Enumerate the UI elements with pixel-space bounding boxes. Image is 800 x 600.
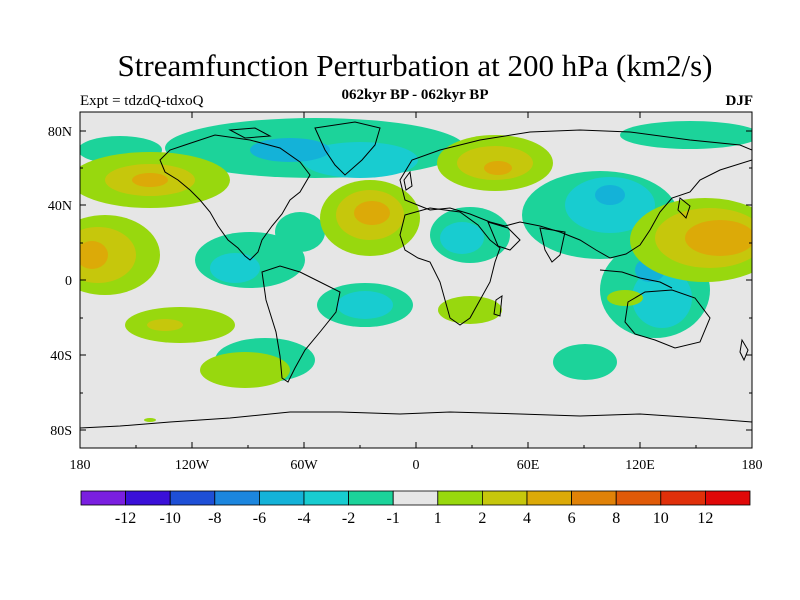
colorbar-label: -1 bbox=[387, 510, 400, 527]
colorbar-label: 8 bbox=[612, 510, 620, 527]
lat-label-0: 0 bbox=[65, 274, 72, 289]
chart-title: Streamfunction Perturbation at 200 hPa (… bbox=[117, 48, 713, 83]
map-panel bbox=[80, 112, 752, 448]
lat-label-40n: 40N bbox=[48, 199, 72, 214]
colorbar-swatch bbox=[348, 490, 394, 506]
colorbar-swatch bbox=[437, 490, 483, 506]
lat-label-80s: 80S bbox=[50, 424, 72, 439]
colorbar-swatch bbox=[80, 490, 126, 506]
lat-label-40s: 40S bbox=[50, 349, 72, 364]
positive-anomalies bbox=[80, 135, 752, 422]
colorbar-swatch bbox=[392, 490, 439, 506]
colorbar-label: -10 bbox=[160, 510, 181, 527]
lon-label-120w: 120W bbox=[175, 458, 210, 473]
lon-label-0: 0 bbox=[413, 458, 420, 473]
colorbar-label: -2 bbox=[342, 510, 355, 527]
colorbar-swatch bbox=[571, 490, 617, 506]
lon-label-60w: 60W bbox=[290, 458, 318, 473]
lon-label-180w: 180 bbox=[70, 458, 91, 473]
season-label: DJF bbox=[725, 93, 754, 109]
colorbar-label: 6 bbox=[568, 510, 576, 527]
colorbar-label: 2 bbox=[478, 510, 486, 527]
lon-ticks bbox=[135, 112, 697, 448]
colorbar-label: 10 bbox=[653, 510, 669, 527]
lon-label-60e: 60E bbox=[517, 458, 540, 473]
negative-anomalies bbox=[80, 118, 752, 382]
colorbar-swatch bbox=[258, 490, 305, 506]
period-label: 062kyr BP - 062kyr BP bbox=[341, 87, 489, 103]
experiment-label: Expt = tdzdQ-tdxoQ bbox=[80, 93, 204, 109]
colorbar-swatch bbox=[705, 490, 751, 506]
coastlines bbox=[80, 121, 752, 429]
colorbar-swatch bbox=[526, 490, 572, 506]
colorbar-label: 1 bbox=[434, 510, 442, 527]
colorbar-swatch bbox=[169, 490, 216, 506]
lat-ticks bbox=[80, 130, 752, 431]
colorbar-label: 12 bbox=[697, 510, 713, 527]
colorbar-swatch bbox=[214, 490, 260, 506]
colorbar-label: -6 bbox=[253, 510, 266, 527]
colorbar: -12 -10 -8 -6 -4 -2 -1 1 2 4 6 8 10 12 bbox=[80, 490, 751, 527]
colorbar-swatch bbox=[660, 490, 706, 506]
colorbar-label: -12 bbox=[115, 510, 136, 527]
colorbar-label: -4 bbox=[297, 510, 310, 527]
lon-label-180e: 180 bbox=[742, 458, 763, 473]
lat-label-80n: 80N bbox=[48, 125, 72, 140]
colorbar-swatch bbox=[481, 490, 528, 506]
colorbar-swatch bbox=[303, 490, 349, 506]
lon-label-120e: 120E bbox=[625, 458, 655, 473]
colorbar-label: 4 bbox=[523, 510, 531, 527]
colorbar-swatch bbox=[615, 490, 662, 506]
colorbar-label: -8 bbox=[208, 510, 221, 527]
colorbar-swatch bbox=[125, 490, 171, 506]
